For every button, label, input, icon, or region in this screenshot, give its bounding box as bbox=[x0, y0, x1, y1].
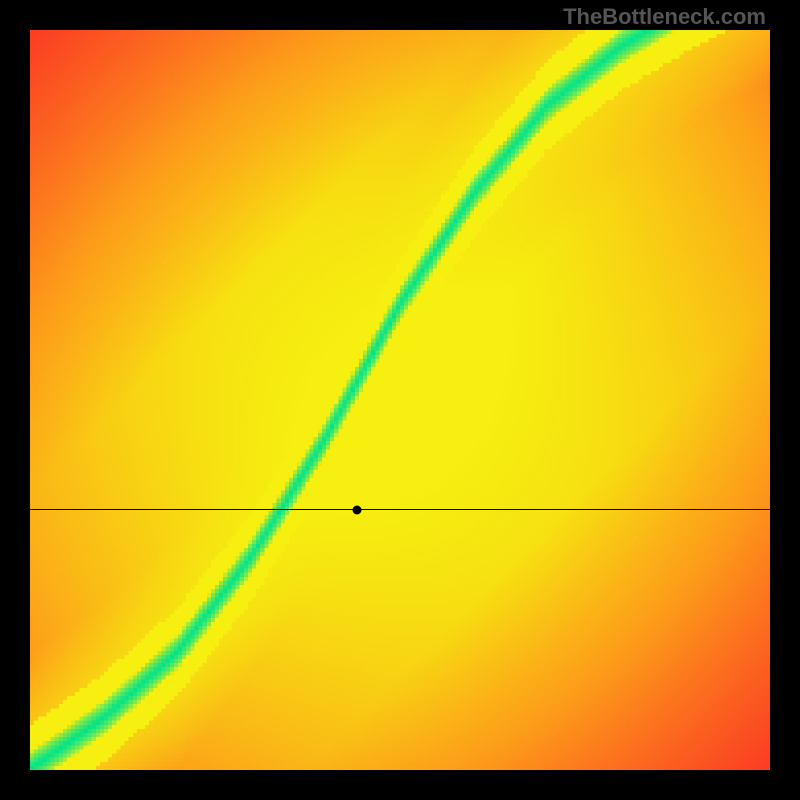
plot-area bbox=[30, 30, 770, 770]
watermark-text: TheBottleneck.com bbox=[563, 4, 766, 30]
crosshair-horizontal bbox=[30, 509, 770, 510]
heatmap-canvas bbox=[30, 30, 770, 770]
crosshair-marker bbox=[353, 505, 362, 514]
